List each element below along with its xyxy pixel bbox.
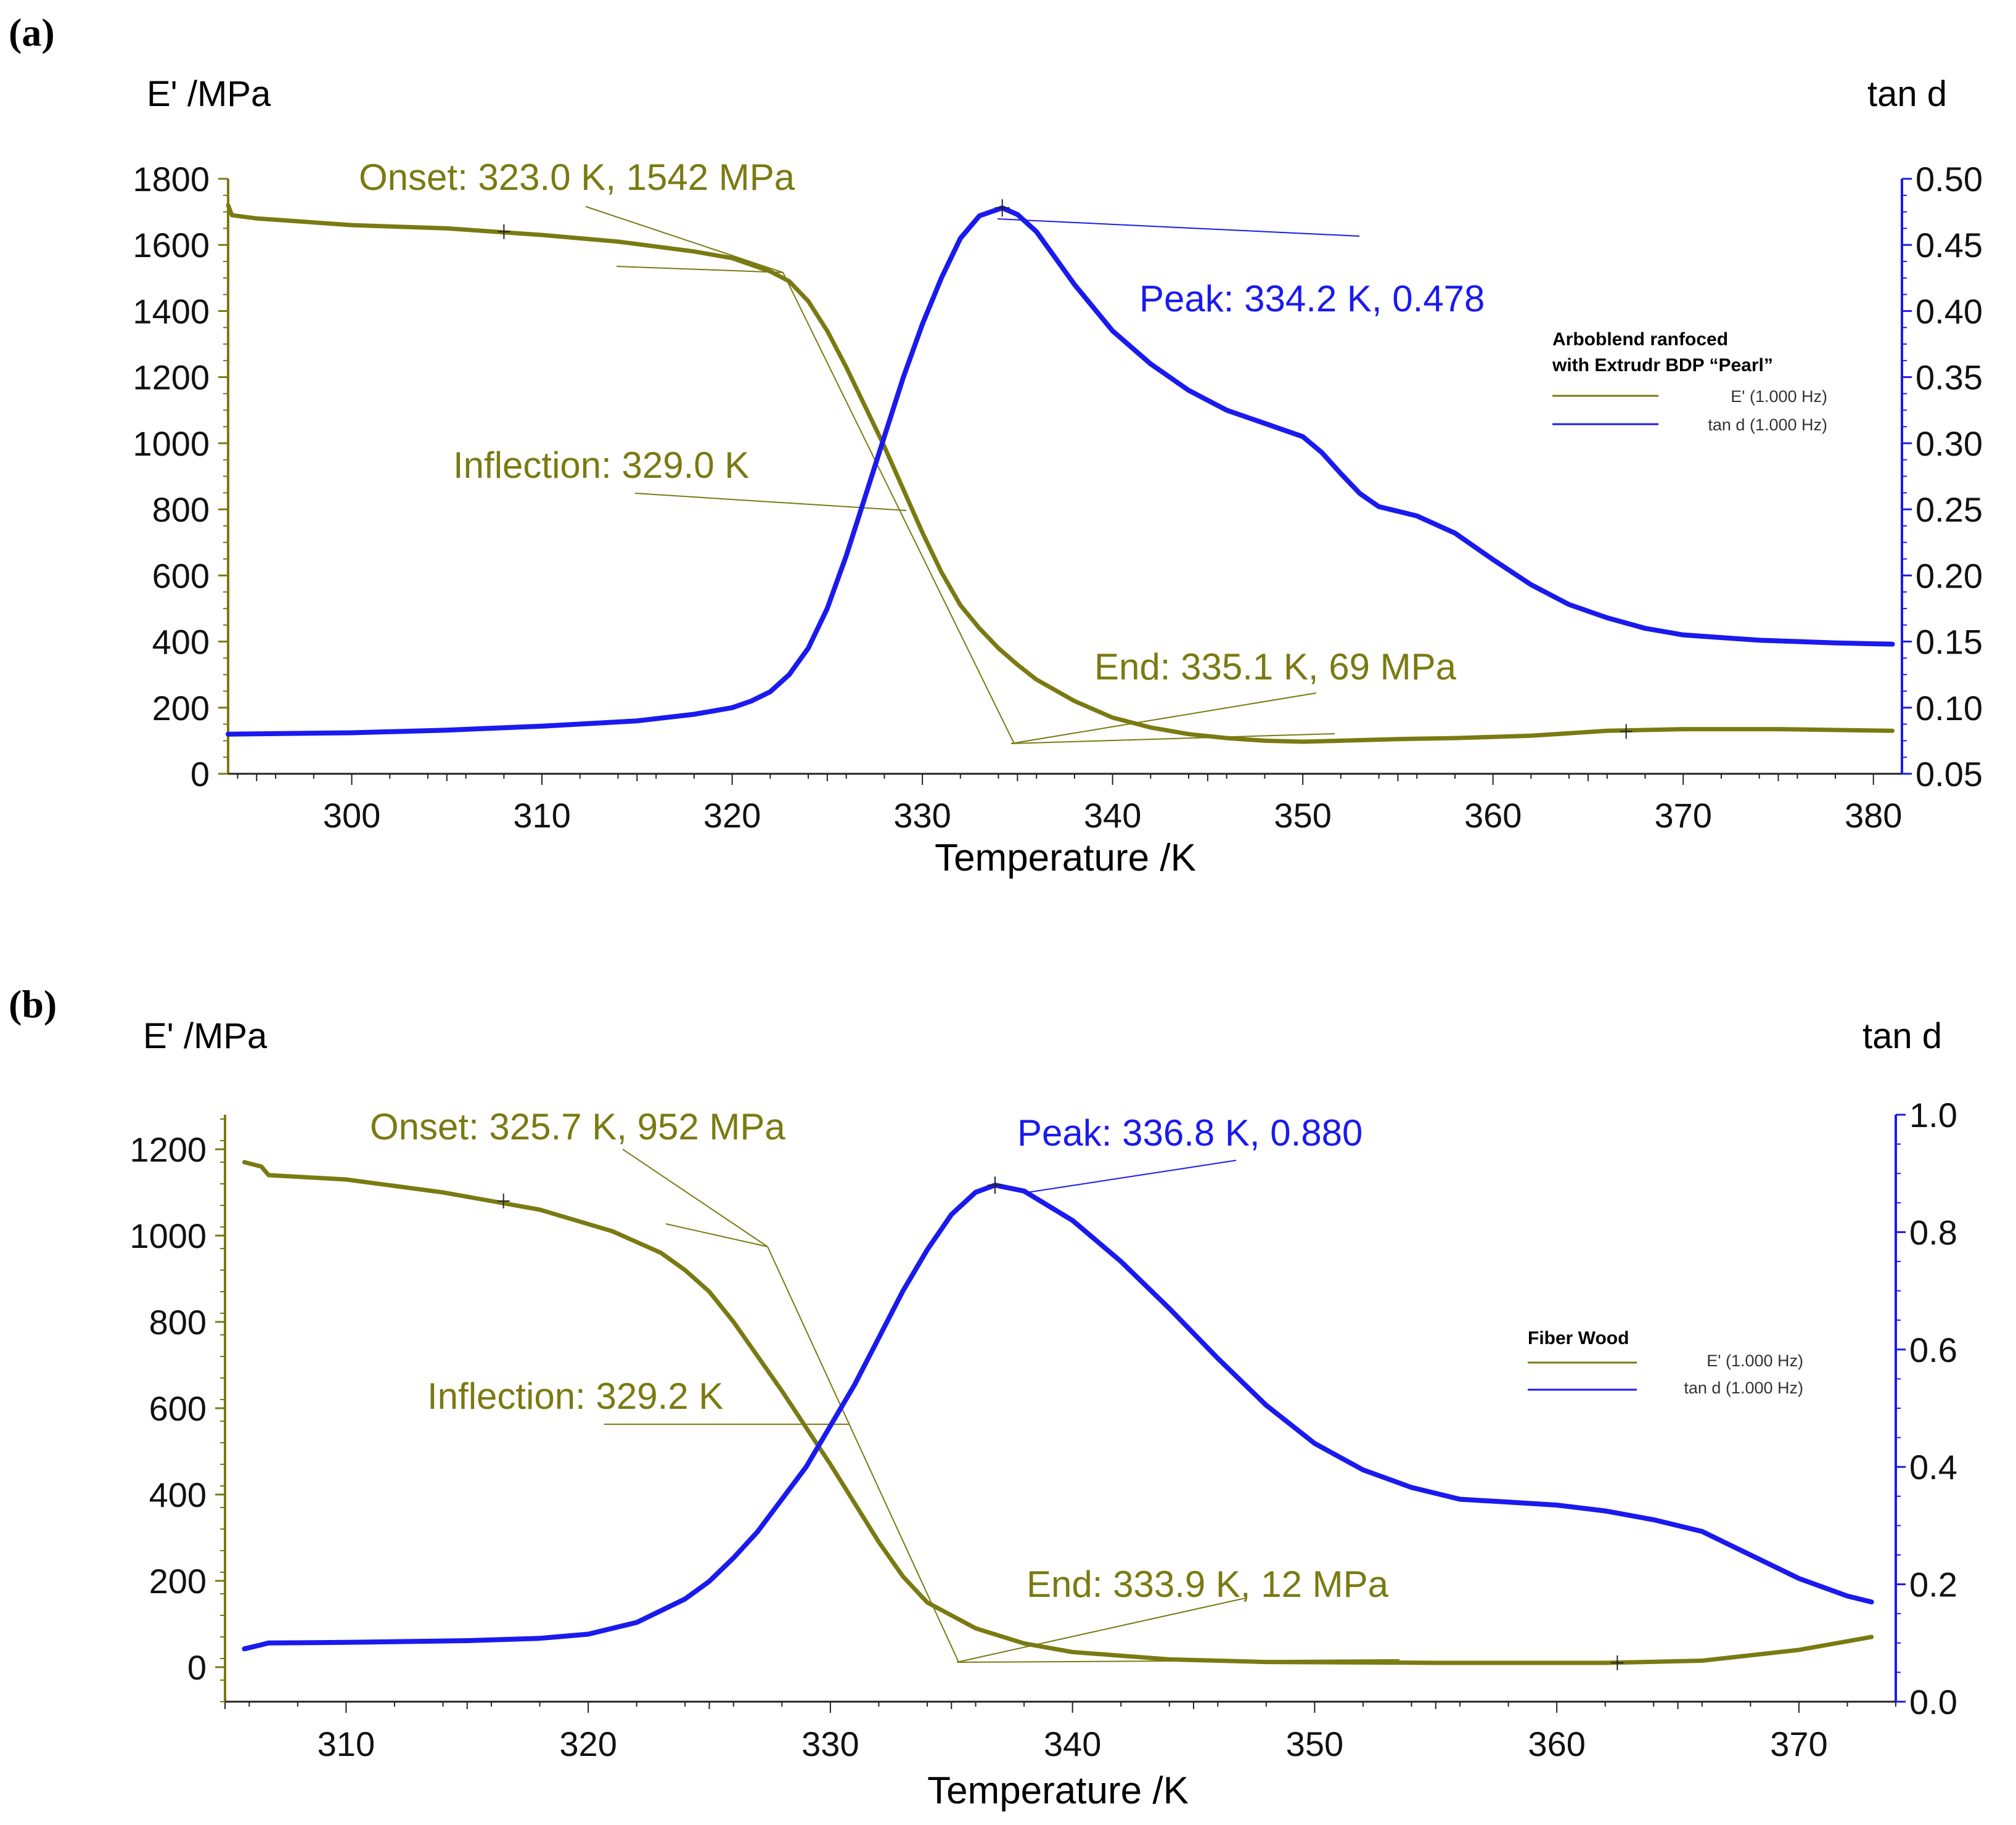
onset-annotation-label: Onset: 325.7 K, 952 MPa (370, 1106, 785, 1147)
y-axis-title-left: E' /MPa (147, 74, 271, 114)
onset-leader-line (622, 1149, 768, 1247)
panel-label: (a) (9, 10, 55, 54)
end-annotation-label: End: 335.1 K, 69 MPa (1094, 646, 1457, 687)
x-tick-label: 330 (893, 796, 951, 835)
x-tick-label: 300 (323, 796, 380, 835)
x-tick-label: 370 (1770, 1725, 1827, 1763)
y-right-tick-label: 0.50 (1916, 160, 1983, 199)
y-left-tick-label: 800 (152, 490, 210, 529)
peak-annotation-label: Peak: 336.8 K, 0.880 (1017, 1112, 1362, 1154)
y-left-tick-label: 200 (149, 1562, 207, 1601)
y-left-tick-label: 1000 (129, 1216, 207, 1255)
panel-label: (b) (9, 982, 57, 1026)
y-left-tick-label: 800 (149, 1303, 207, 1342)
onset-tangent-line (767, 1246, 959, 1663)
onset-leader-line (585, 206, 784, 273)
y-right-tick-label: 0.05 (1916, 755, 1983, 794)
inflection-annotation-label: Inflection: 329.0 K (453, 445, 749, 486)
y-left-tick-label: 400 (149, 1475, 207, 1514)
y-right-tick-label: 0.25 (1916, 490, 1983, 529)
x-tick-label: 360 (1464, 796, 1522, 835)
series-line-tan-d (226, 205, 1895, 737)
legend-entry-tan-d: tan d (1.000 Hz) (1684, 1379, 1803, 1397)
onset-tangent-line (616, 266, 784, 273)
y-right-tick-label: 0.35 (1916, 358, 1983, 397)
y-right-tick-label: 0.6 (1909, 1331, 1957, 1369)
x-axis-title: Temperature /K (927, 1770, 1189, 1812)
x-tick-label: 340 (1044, 1725, 1101, 1763)
legend-entry-e-prime: E' (1.000 Hz) (1707, 1351, 1803, 1370)
y-left-tick-label: 0 (187, 1648, 207, 1687)
x-tick-label: 330 (801, 1725, 859, 1763)
y-right-tick-label: 1.0 (1909, 1096, 1957, 1134)
x-tick-label: 380 (1845, 796, 1902, 835)
legend-entry-e-prime: E' (1.000 Hz) (1731, 387, 1827, 406)
y-right-tick-label: 0.2 (1909, 1565, 1957, 1604)
y-left-tick-label: 0 (191, 755, 210, 794)
onset-tangent-line (782, 272, 1015, 744)
series-line-tan-d (242, 1183, 1874, 1652)
y-right-tick-label: 0.4 (1909, 1448, 1957, 1487)
y-left-tick-label: 600 (152, 556, 210, 595)
y-left-tick-label: 1200 (133, 358, 210, 397)
end-leader-line (956, 1597, 1246, 1663)
y-axis-title-right: tan d (1867, 74, 1947, 114)
series-line-e-prime (242, 1160, 1874, 1665)
x-axis-title: Temperature /K (935, 837, 1196, 879)
end-leader-line (1010, 692, 1317, 744)
y-left-tick-label: 1800 (133, 160, 210, 199)
x-tick-label: 340 (1084, 796, 1141, 835)
inflection-annotation-label: Inflection: 329.2 K (427, 1376, 723, 1417)
end-tangent-line (1010, 733, 1335, 744)
plot-area: 300 310 320 330 340 350 360 370 380 0 200 400 600 800… (133, 157, 1983, 835)
y-left-tick-label: 600 (149, 1389, 207, 1428)
y-right-tick-label: 0.8 (1909, 1213, 1957, 1252)
panel-b: (b) E' /MPa tan d Temperature /K 310 320 3… (9, 982, 1957, 1812)
y-left-tick-label: 1600 (133, 226, 210, 265)
y-right-tick-label: 0.30 (1916, 424, 1983, 463)
x-tick-label: 310 (318, 1725, 375, 1763)
legend: Arboblend ranfoced with Extrudr BDP “Pea… (1552, 329, 1827, 434)
series-line-e-prime (226, 203, 1895, 744)
y-right-tick-label: 0.10 (1916, 689, 1983, 728)
x-tick-label: 350 (1274, 796, 1331, 835)
plot-area: 310 320 330 340 350 360 370 0 200 400 600 800 1000 12… (129, 1096, 1957, 1763)
end-annotation-label: End: 333.9 K, 12 MPa (1026, 1564, 1389, 1605)
x-tick-label: 310 (513, 796, 570, 835)
peak-leader-line (997, 218, 1360, 237)
x-tick-label: 320 (703, 796, 761, 835)
panel-a: (a) E' /MPa tan d Temperature /K 300 310 3… (9, 10, 1983, 879)
y-axis-title-right: tan d (1862, 1016, 1942, 1056)
y-left-tick-label: 1200 (129, 1130, 207, 1169)
legend-title-line-1: Fiber Wood (1528, 1328, 1629, 1348)
y-right-tick-label: 0.20 (1916, 556, 1983, 595)
peak-annotation-label: Peak: 334.2 K, 0.478 (1139, 278, 1485, 319)
x-tick-label: 370 (1654, 796, 1711, 835)
y-right-tick-label: 0.0 (1909, 1683, 1957, 1721)
y-right-tick-label: 0.45 (1916, 226, 1983, 265)
y-right-tick-label: 0.15 (1916, 623, 1983, 662)
x-tick-label: 320 (559, 1725, 617, 1763)
x-tick-label: 360 (1528, 1725, 1585, 1763)
onset-tangent-line (665, 1223, 768, 1247)
y-left-tick-label: 1400 (133, 292, 210, 330)
y-left-tick-label: 1000 (133, 424, 210, 463)
legend-title-line-2: with Extrudr BDP “Pearl” (1552, 355, 1773, 375)
y-left-tick-label: 200 (152, 689, 210, 728)
legend-entry-tan-d: tan d (1.000 Hz) (1708, 416, 1827, 434)
y-left-tick-label: 400 (152, 623, 210, 662)
y-right-tick-label: 0.40 (1916, 292, 1983, 330)
peak-leader-line (1023, 1160, 1237, 1194)
x-tick-label: 350 (1286, 1725, 1343, 1763)
legend: Fiber Wood E' (1.000 Hz) tan d (1.000 Hz… (1528, 1328, 1803, 1397)
y-axis-title-left: E' /MPa (143, 1016, 268, 1056)
legend-title-line-1: Arboblend ranfoced (1552, 329, 1728, 350)
onset-annotation-label: Onset: 323.0 K, 1542 MPa (359, 157, 795, 198)
